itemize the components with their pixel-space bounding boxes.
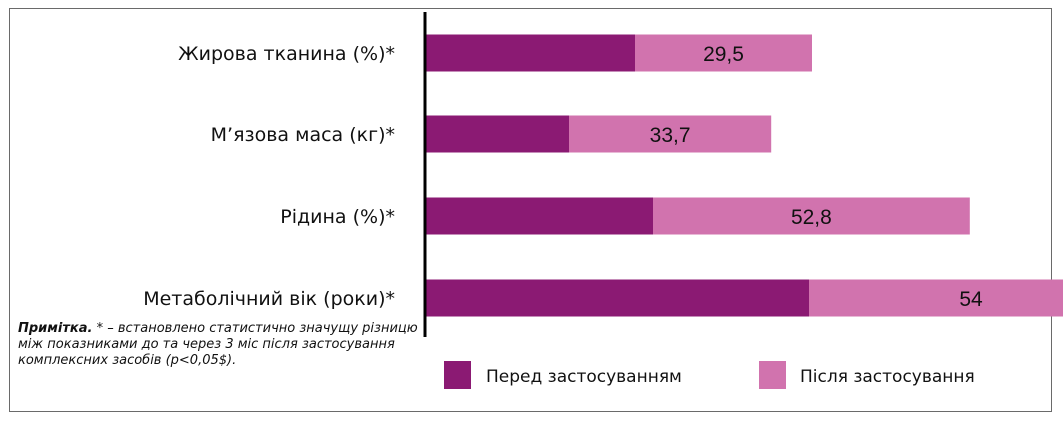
- bar-before: [425, 279, 809, 317]
- bar-after: [635, 34, 812, 72]
- bar-before: [425, 197, 653, 235]
- bar-after: [653, 197, 970, 235]
- legend-swatch: [759, 361, 786, 389]
- data-label: 54: [959, 288, 983, 311]
- bar-before: [425, 115, 569, 153]
- data-label: 29,5: [703, 43, 744, 66]
- data-label: 33,7: [650, 124, 691, 147]
- chart-note: Примітка. * – встановлено статистично зн…: [18, 321, 418, 369]
- legend-label: Перед застосуванням: [486, 367, 682, 387]
- bar-after: [569, 115, 772, 153]
- bar-before: [425, 34, 635, 72]
- data-label: 52,8: [791, 206, 832, 229]
- category-label: Рідина (%)*: [280, 206, 395, 228]
- category-label: Жирова тканина (%)*: [178, 43, 395, 65]
- legend-label: Після застосування: [800, 367, 975, 387]
- note-text: * – встановлено статистично значущу різн…: [18, 321, 418, 368]
- category-label: М’язова маса (кг)*: [211, 124, 395, 146]
- legend-swatch: [444, 361, 471, 389]
- note-label: Примітка.: [18, 321, 93, 336]
- bar-after: [809, 279, 1063, 317]
- category-label: Метаболічний вік (роки)*: [143, 288, 395, 310]
